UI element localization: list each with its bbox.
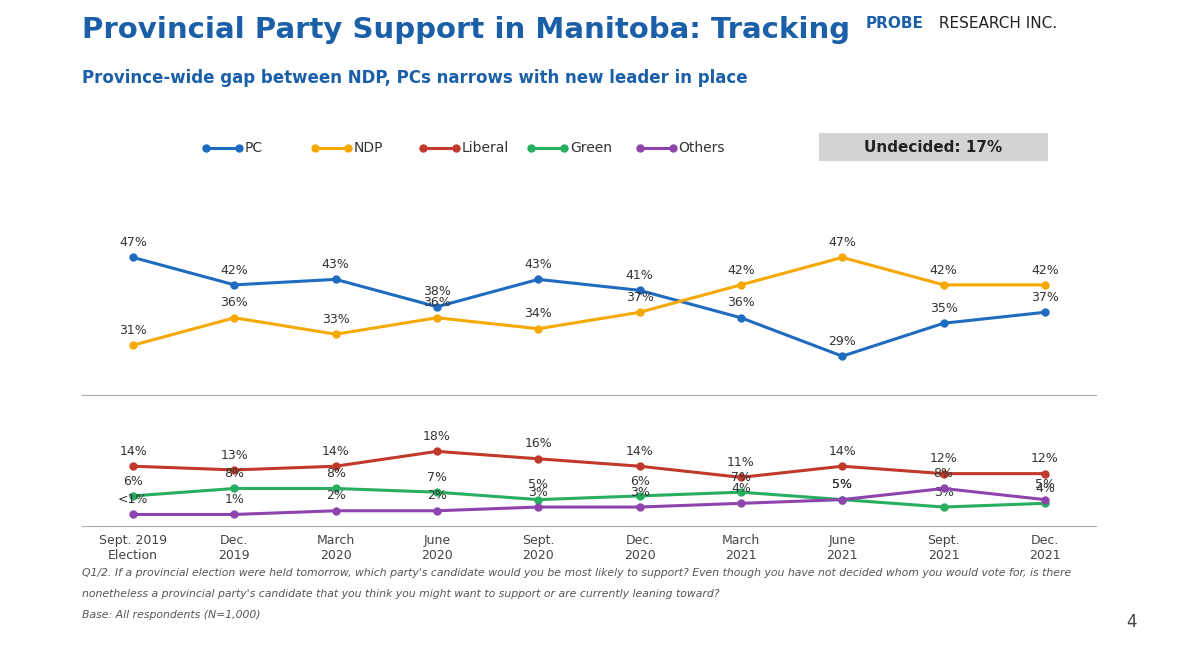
Text: 42%: 42% [929,263,958,277]
Text: RESEARCH INC.: RESEARCH INC. [934,16,1058,32]
Text: nonetheless a provincial party's candidate that you think you might want to supp: nonetheless a provincial party's candida… [82,589,720,599]
Text: 34%: 34% [524,307,552,321]
Text: 43%: 43% [524,258,552,271]
Text: Undecided: 17%: Undecided: 17% [865,140,1002,154]
Text: 1%: 1% [225,493,244,506]
Text: 47%: 47% [828,236,856,249]
Text: NDP: NDP [353,141,383,155]
Text: 8%: 8% [934,467,953,480]
Text: Q1/2. If a provincial election were held tomorrow, which party's candidate would: Q1/2. If a provincial election were held… [82,568,1072,578]
Text: <1%: <1% [118,493,148,506]
Text: 38%: 38% [423,285,451,298]
Text: 5%: 5% [1035,478,1054,491]
Text: 2%: 2% [326,489,345,503]
Text: Provincial Party Support in Manitoba: Tracking: Provincial Party Support in Manitoba: Tr… [82,16,851,45]
Text: 3%: 3% [934,486,953,499]
Text: 4: 4 [1126,613,1137,631]
Text: 3%: 3% [529,486,548,499]
Text: 6%: 6% [124,474,143,487]
Text: Province-wide gap between NDP, PCs narrows with new leader in place: Province-wide gap between NDP, PCs narro… [82,69,748,87]
Text: 36%: 36% [727,296,755,309]
Text: 7%: 7% [732,471,750,484]
Text: 35%: 35% [929,302,958,315]
Text: PC: PC [245,141,263,155]
Text: 8%: 8% [225,467,244,480]
Text: Base: All respondents (N=1,000): Base: All respondents (N=1,000) [82,610,262,620]
Text: 14%: 14% [626,445,654,458]
Text: 29%: 29% [828,335,856,348]
Text: 8%: 8% [326,467,345,480]
Text: 13%: 13% [220,449,249,462]
Text: 41%: 41% [626,269,654,282]
Text: 14%: 14% [828,445,856,458]
Text: 5%: 5% [833,478,852,491]
Text: 12%: 12% [1031,452,1059,465]
Text: 37%: 37% [1031,291,1059,304]
Text: 42%: 42% [220,263,249,277]
Text: 36%: 36% [423,296,451,309]
Text: 4%: 4% [732,482,750,495]
Text: 31%: 31% [119,324,147,337]
Text: 6%: 6% [630,474,649,487]
Text: 12%: 12% [929,452,958,465]
Text: 14%: 14% [322,445,350,458]
Text: 42%: 42% [727,263,755,277]
Text: 33%: 33% [322,313,350,326]
Text: 47%: 47% [119,236,147,249]
Text: 14%: 14% [119,445,147,458]
Text: 2%: 2% [428,489,446,503]
Text: 4%: 4% [1035,482,1054,495]
Text: Others: Others [679,141,724,155]
Text: 37%: 37% [626,291,654,304]
Text: 3%: 3% [630,486,649,499]
Text: 43%: 43% [322,258,350,271]
Text: Liberal: Liberal [462,141,509,155]
Text: 5%: 5% [833,478,852,491]
Text: 7%: 7% [428,471,446,484]
Text: 36%: 36% [220,296,249,309]
Text: PROBE: PROBE [866,16,924,32]
Text: Green: Green [570,141,613,155]
Text: 42%: 42% [1031,263,1059,277]
Text: 11%: 11% [727,456,755,469]
Text: 18%: 18% [423,430,451,443]
Text: 5%: 5% [529,478,548,491]
Text: 16%: 16% [524,438,552,451]
